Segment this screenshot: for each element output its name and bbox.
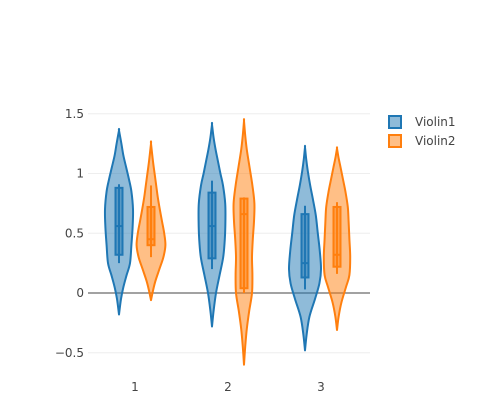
y-tick-label: 1.5 — [65, 107, 84, 121]
legend[interactable]: Violin1 Violin2 — [388, 115, 456, 148]
x-tick-label: 2 — [224, 380, 232, 394]
gridlines — [88, 113, 370, 354]
violin-violin1-2[interactable] — [197, 121, 227, 328]
legend-swatch — [388, 115, 402, 129]
y-tick-label: 0.5 — [65, 226, 84, 240]
legend-label: Violin2 — [415, 134, 456, 148]
violin-box — [146, 205, 156, 247]
legend-label: Violin1 — [415, 115, 456, 129]
legend-item-violin1[interactable]: Violin1 — [388, 115, 456, 129]
violin-violin1-3[interactable] — [287, 144, 323, 352]
violins — [103, 118, 352, 366]
x-tick-label: 3 — [317, 380, 325, 394]
violin-box — [300, 213, 310, 279]
x-axis-ticks: 1 2 3 — [131, 380, 325, 394]
y-tick-label: −0.5 — [55, 346, 84, 360]
violin-box — [239, 197, 249, 290]
violin-violin2-3[interactable] — [322, 146, 352, 332]
violin-violin1-1[interactable] — [103, 127, 135, 316]
legend-item-violin2[interactable]: Violin2 — [388, 134, 456, 148]
y-axis-ticks: 1.5 1 0.5 0 −0.5 — [55, 107, 84, 360]
violin-violin2-1[interactable] — [135, 140, 167, 302]
x-tick-label: 1 — [131, 380, 139, 394]
violin-box — [332, 205, 342, 268]
legend-swatch — [388, 134, 402, 148]
violin-box — [114, 186, 124, 256]
y-tick-label: 1 — [76, 167, 84, 181]
violin-violin2-2[interactable] — [232, 118, 256, 366]
y-tick-label: 0 — [76, 286, 84, 300]
